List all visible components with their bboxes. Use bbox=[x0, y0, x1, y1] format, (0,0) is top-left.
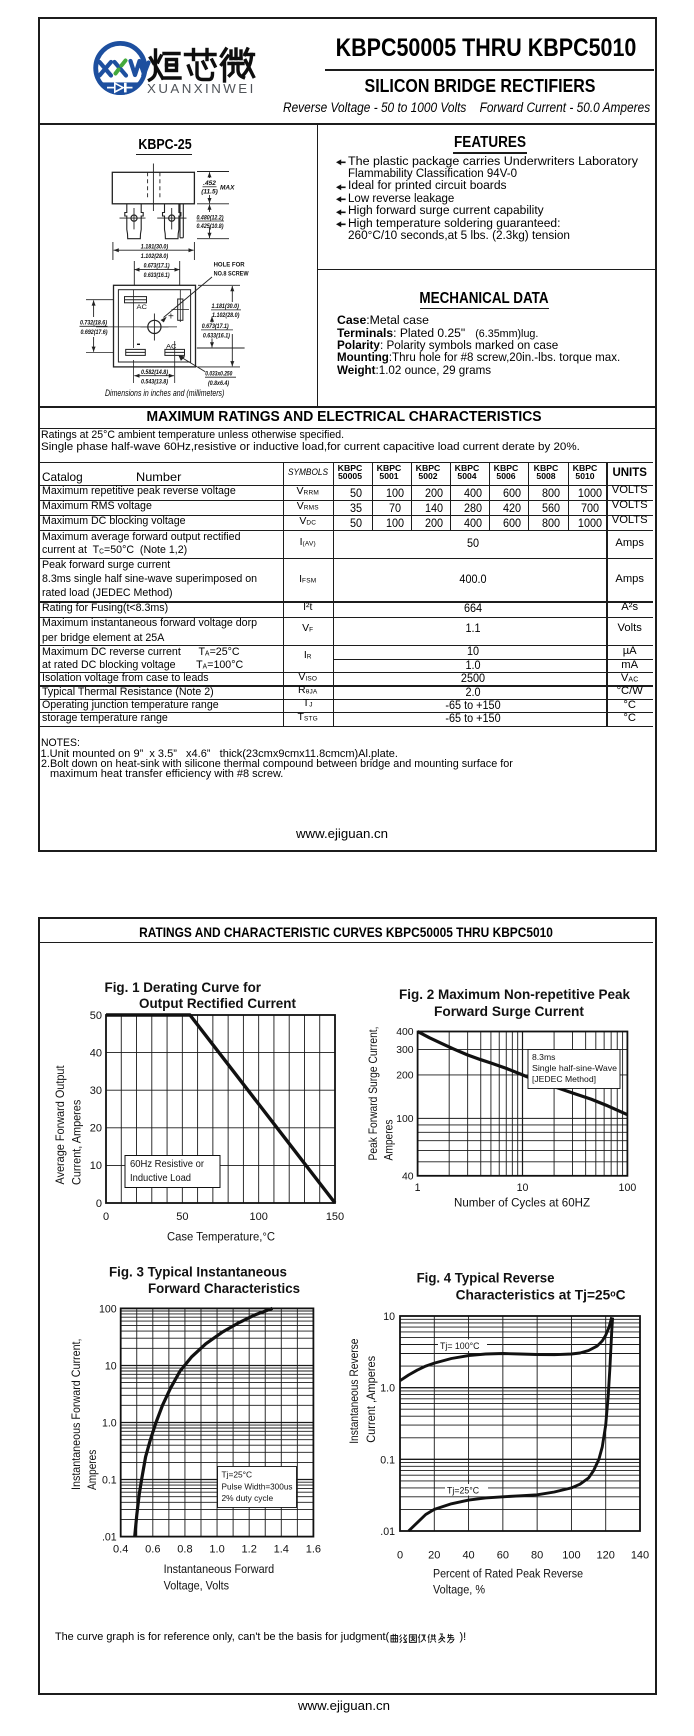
svg-text:0.543(13.8): 0.543(13.8) bbox=[141, 378, 168, 385]
svg-text:1.6: 1.6 bbox=[306, 1544, 321, 1556]
svg-text:40: 40 bbox=[462, 1550, 474, 1562]
svg-text:-: - bbox=[137, 337, 141, 351]
svg-text:100: 100 bbox=[99, 1303, 117, 1315]
svg-text:Case Temperature,°C: Case Temperature,°C bbox=[167, 1230, 275, 1244]
svg-text:40: 40 bbox=[402, 1171, 414, 1182]
svg-text:120: 120 bbox=[597, 1550, 615, 1562]
svg-text:0.4: 0.4 bbox=[113, 1544, 128, 1556]
svg-text:HOLE FOR: HOLE FOR bbox=[214, 262, 245, 269]
svg-text:1.4: 1.4 bbox=[274, 1544, 289, 1556]
svg-text:400: 400 bbox=[396, 1027, 414, 1038]
svg-text:+: + bbox=[168, 312, 174, 323]
svg-text:Output Rectified Current: Output Rectified Current bbox=[139, 995, 296, 1011]
svg-text:1.2: 1.2 bbox=[242, 1544, 257, 1556]
svg-text:140: 140 bbox=[631, 1550, 649, 1562]
svg-text:40: 40 bbox=[90, 1047, 102, 1059]
svg-text:80: 80 bbox=[531, 1550, 543, 1562]
svg-text:Fig. 2 Maximum Non-repetitive: Fig. 2 Maximum Non-repetitive Peak bbox=[399, 986, 630, 1002]
svg-text:Current, Amperes: Current, Amperes bbox=[70, 1100, 84, 1185]
svg-text:MAX: MAX bbox=[220, 185, 235, 192]
svg-text:1.0: 1.0 bbox=[102, 1418, 117, 1430]
svg-text:1.181(30.0): 1.181(30.0) bbox=[212, 303, 239, 310]
svg-text:200: 200 bbox=[396, 1070, 414, 1081]
svg-text:1.102(28.0): 1.102(28.0) bbox=[141, 253, 168, 260]
svg-text:50: 50 bbox=[90, 1010, 102, 1022]
svg-text:10: 10 bbox=[105, 1360, 117, 1372]
svg-text:(0.8x6.4): (0.8x6.4) bbox=[208, 380, 229, 387]
svg-text:1: 1 bbox=[415, 1182, 421, 1194]
svg-text:Tj= 100°C: Tj= 100°C bbox=[440, 1341, 480, 1351]
svg-text:0.582(14.8): 0.582(14.8) bbox=[141, 369, 168, 376]
svg-text:AC: AC bbox=[137, 304, 148, 311]
svg-text:0.425(10.8): 0.425(10.8) bbox=[197, 223, 224, 230]
svg-text:.01: .01 bbox=[380, 1526, 395, 1538]
svg-text:0.033x0.250: 0.033x0.250 bbox=[205, 370, 232, 377]
svg-text:10: 10 bbox=[90, 1160, 102, 1172]
svg-text:Characteristics at Tj=25oC: Characteristics at Tj=25oC bbox=[456, 1287, 626, 1303]
svg-text:Forward Characteristics: Forward Characteristics bbox=[148, 1280, 300, 1296]
svg-text:Voltage, Volts: Voltage, Volts bbox=[164, 1579, 229, 1593]
svg-text:Tj=25°C: Tj=25°C bbox=[222, 1470, 253, 1480]
svg-text:0: 0 bbox=[397, 1550, 403, 1562]
svg-text:Inductive Load: Inductive Load bbox=[130, 1173, 191, 1184]
svg-text:20: 20 bbox=[428, 1550, 440, 1562]
svg-text:Forward Surge Current: Forward Surge Current bbox=[434, 1003, 584, 1019]
svg-text:100: 100 bbox=[619, 1182, 637, 1194]
svg-text:Amperes: Amperes bbox=[85, 1450, 99, 1490]
svg-text:Percent of Rated Peak Reverse: Percent of Rated Peak Reverse bbox=[433, 1567, 583, 1581]
svg-text:10: 10 bbox=[383, 1311, 395, 1323]
svg-text:.01: .01 bbox=[102, 1532, 117, 1544]
svg-text:0.673(17.1): 0.673(17.1) bbox=[202, 323, 229, 330]
svg-text:.452: .452 bbox=[203, 180, 216, 187]
svg-text:Fig. 3 Typical Instantaneous: Fig. 3 Typical Instantaneous bbox=[109, 1264, 287, 1280]
svg-text:Instantaneous Forward: Instantaneous Forward bbox=[164, 1562, 275, 1576]
svg-text:10: 10 bbox=[517, 1182, 529, 1194]
svg-text:0: 0 bbox=[96, 1198, 102, 1210]
svg-text:0.732(18.6): 0.732(18.6) bbox=[80, 320, 107, 327]
svg-text:100: 100 bbox=[562, 1550, 580, 1562]
svg-text:0.633(16.1): 0.633(16.1) bbox=[203, 332, 230, 339]
svg-text:50: 50 bbox=[176, 1211, 188, 1223]
svg-text:Amperes: Amperes bbox=[382, 1120, 396, 1161]
svg-text:Number of Cycles at 60HZ: Number of Cycles at 60HZ bbox=[454, 1196, 590, 1210]
svg-text:60Hz Resistive or: 60Hz Resistive or bbox=[130, 1159, 204, 1170]
svg-text:NO.8 SCREW: NO.8 SCREW bbox=[214, 270, 249, 277]
svg-text:Pulse Width=300us: Pulse Width=300us bbox=[222, 1482, 293, 1492]
svg-text:8.3ms: 8.3ms bbox=[532, 1052, 555, 1062]
svg-text:Peak Forward Surge Current,: Peak Forward Surge Current, bbox=[366, 1027, 380, 1161]
svg-text:Average Forward Output: Average Forward Output bbox=[53, 1065, 67, 1185]
svg-text:0.633(16.1): 0.633(16.1) bbox=[144, 272, 170, 279]
svg-text:(11.5): (11.5) bbox=[201, 189, 218, 196]
svg-text:0.480(12.2): 0.480(12.2) bbox=[197, 214, 224, 221]
svg-text:0.692(17.6): 0.692(17.6) bbox=[81, 329, 108, 336]
svg-text:20: 20 bbox=[90, 1123, 102, 1135]
svg-text:30: 30 bbox=[90, 1085, 102, 1097]
svg-text:1.0: 1.0 bbox=[209, 1544, 224, 1556]
svg-text:0.8: 0.8 bbox=[177, 1544, 192, 1556]
svg-text:Fig. 1 Derating Curve for: Fig. 1 Derating Curve for bbox=[105, 979, 262, 995]
svg-text:Voltage, %: Voltage, % bbox=[433, 1583, 485, 1597]
svg-text:60: 60 bbox=[497, 1550, 509, 1562]
svg-text:1.181(30.0): 1.181(30.0) bbox=[141, 243, 168, 250]
svg-text:Instantaneous Forward Current,: Instantaneous Forward Current, bbox=[69, 1339, 83, 1491]
svg-text:0.1: 0.1 bbox=[102, 1475, 117, 1487]
svg-text:100: 100 bbox=[249, 1211, 267, 1223]
svg-text:1.0: 1.0 bbox=[380, 1383, 395, 1395]
svg-text:2% duty cycle: 2% duty cycle bbox=[222, 1493, 274, 1503]
svg-text:0: 0 bbox=[103, 1211, 109, 1223]
svg-text:Fig. 4 Typical Reverse: Fig. 4 Typical Reverse bbox=[417, 1270, 555, 1286]
svg-text:AC: AC bbox=[166, 343, 177, 350]
svg-text:[JEDEC Method]: [JEDEC Method] bbox=[532, 1074, 596, 1084]
svg-text:0.1: 0.1 bbox=[380, 1454, 395, 1466]
svg-text:300: 300 bbox=[396, 1045, 414, 1056]
svg-text:0.6: 0.6 bbox=[145, 1544, 160, 1556]
svg-text:1.102(28.0): 1.102(28.0) bbox=[212, 312, 239, 319]
svg-text:100: 100 bbox=[396, 1114, 414, 1125]
svg-text:0.673(17.1): 0.673(17.1) bbox=[144, 263, 170, 270]
svg-text:150: 150 bbox=[326, 1211, 344, 1223]
svg-text:Instantaneous Reverse: Instantaneous Reverse bbox=[347, 1338, 361, 1444]
svg-text:Tj=25°C: Tj=25°C bbox=[447, 1486, 480, 1496]
svg-text:Current ,Amperes: Current ,Amperes bbox=[364, 1356, 378, 1443]
svg-text:Single half-sine-Wave: Single half-sine-Wave bbox=[532, 1063, 617, 1073]
